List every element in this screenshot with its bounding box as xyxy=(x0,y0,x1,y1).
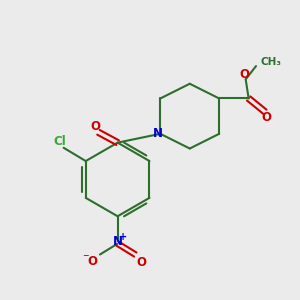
Text: O: O xyxy=(239,68,249,80)
Text: O: O xyxy=(261,110,271,124)
Text: N: N xyxy=(153,127,163,140)
Text: N: N xyxy=(112,235,123,248)
Text: Cl: Cl xyxy=(54,135,67,148)
Text: ⁻: ⁻ xyxy=(82,252,89,266)
Text: O: O xyxy=(137,256,147,269)
Text: CH₃: CH₃ xyxy=(260,57,281,67)
Text: +: + xyxy=(119,232,128,242)
Text: O: O xyxy=(88,255,98,268)
Text: O: O xyxy=(90,120,100,133)
